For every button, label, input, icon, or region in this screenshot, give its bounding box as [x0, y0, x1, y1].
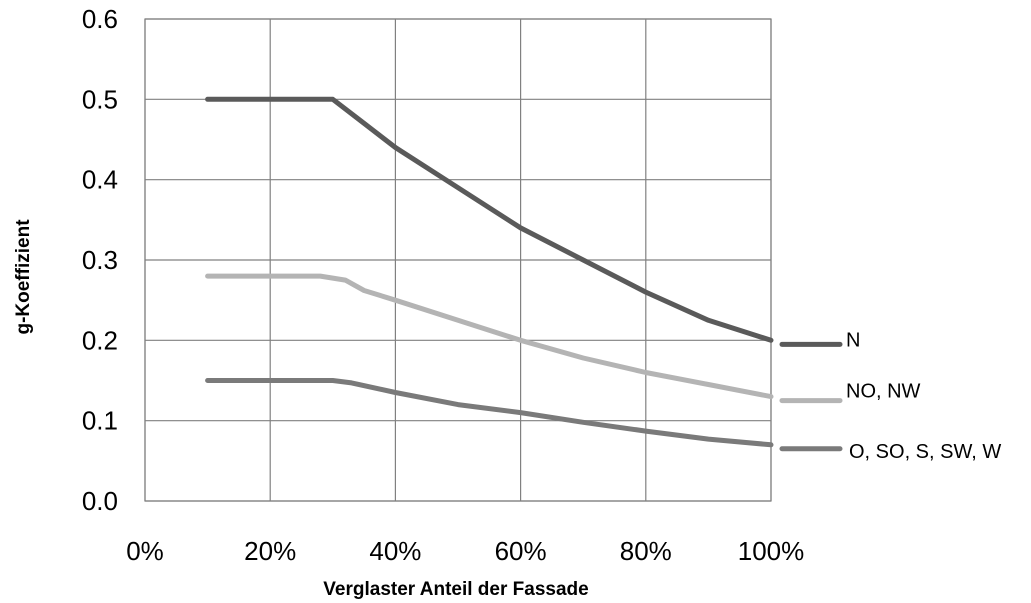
y-tick-labels: 0.0 0.1 0.2 0.3 0.4 0.5 0.6	[82, 4, 118, 516]
y-tick-label: 0.1	[82, 406, 118, 436]
x-tick-label: 60%	[495, 536, 547, 566]
x-tick-label: 20%	[244, 536, 296, 566]
y-tick-label: 0.4	[82, 165, 118, 195]
series-line-0	[205, 96, 774, 343]
series-line-1	[205, 273, 774, 400]
x-tick-label: 40%	[369, 536, 421, 566]
y-tick-label: 0.0	[82, 486, 118, 516]
y-tick-label: 0.3	[82, 245, 118, 275]
series-layer	[205, 96, 774, 448]
legend-label-2: O, SO, S, SW, W	[849, 441, 1001, 463]
x-tick-label: 0%	[126, 536, 164, 566]
x-tick-labels: 0% 20% 40% 60% 80% 100%	[126, 536, 804, 566]
series-line-2	[205, 378, 774, 448]
legend-label-0: N	[846, 329, 860, 351]
y-tick-label: 0.5	[82, 84, 118, 114]
legend-label-1: NO, NW	[846, 381, 921, 403]
y-tick-label: 0.2	[82, 325, 118, 355]
y-axis-label: g-Koeffizient	[13, 219, 34, 335]
y-tick-label: 0.6	[82, 4, 118, 34]
x-tick-label: 100%	[738, 536, 805, 566]
x-tick-label: 80%	[620, 536, 672, 566]
legend: N NO, NW O, SO, S, SW, W	[779, 329, 1001, 463]
plot-frame	[144, 18, 772, 502]
grid-layer	[144, 18, 772, 502]
x-axis-label: Verglaster Anteil der Fassade	[323, 579, 588, 600]
